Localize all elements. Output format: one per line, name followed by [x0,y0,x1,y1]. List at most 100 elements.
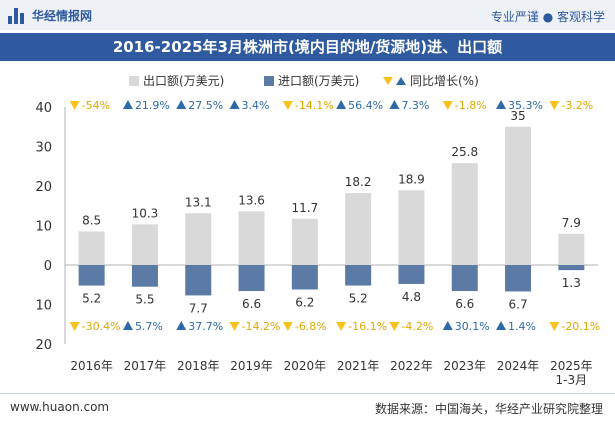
footer-source: 数据来源：中国海关，华经产业研究院整理 [374,402,603,416]
x-tick-label: 2020年 [284,359,327,373]
import-bar [451,265,478,292]
export-bar [291,218,318,265]
y-tick-label: 40 [35,101,52,116]
import-growth-down-triangle-icon [336,322,347,331]
export-bar [558,233,585,265]
legend-swatch-import [264,76,274,86]
export-growth-up-triangle-icon [496,100,507,109]
import-bar [558,265,585,271]
x-tick-label: 2021年 [337,359,380,373]
import-growth-down-triangle-icon [389,322,400,331]
export-bar [185,213,212,265]
import-bar [345,265,372,286]
chart-title: 2016-2025年3月株洲市(境内目的地/货源地)进、出口额 [0,33,615,61]
import-bar [131,265,158,287]
export-value-label: 8.5 [82,213,101,227]
import-growth-up-triangle-icon [496,321,507,330]
export-value-label: 25.8 [451,145,478,159]
export-growth-down-triangle-icon [69,101,80,110]
export-growth-down-triangle-icon [549,101,560,110]
export-value-label: 35 [510,109,525,123]
footer-url[interactable]: www.huaon.com [10,400,110,414]
export-bar [451,163,478,265]
export-bar [238,211,265,265]
y-tick-label: 30 [35,141,52,156]
legend-down-triangle-icon [383,77,393,85]
import-bar [78,265,105,286]
export-growth-down-triangle-icon [282,101,293,110]
x-tick-label: 2017年 [124,359,167,373]
footer-divider [0,393,615,394]
y-tick-label: 10 [35,299,52,314]
brand-tagline: 专业严谨 ● 客观科学 [490,10,605,24]
y-tick-label: 20 [35,180,52,195]
import-growth-up-triangle-icon [176,321,187,330]
import-value-label: 6.6 [242,297,261,311]
x-tick-label: 2019年 [230,359,273,373]
export-growth-label: 27.5% [188,99,223,112]
import-growth-label: -14.2% [242,320,281,333]
y-tick-label: 0 [44,259,52,274]
legend-label-export: 出口额(万美元) [143,74,224,88]
export-growth-up-triangle-icon [336,100,347,109]
import-growth-down-triangle-icon [229,322,240,331]
export-value-label: 18.9 [398,172,425,186]
import-value-label: 6.2 [295,295,314,309]
export-growth-up-triangle-icon [176,100,187,109]
import-value-label: 6.7 [509,297,528,311]
brand-logo[interactable]: 华经情报网 [8,7,92,24]
export-growth-label: -54% [82,99,110,112]
top-bar: 华经情报网 专业严谨 ● 客观科学 [0,0,615,30]
import-growth-label: 30.1% [455,320,490,333]
export-value-label: 13.1 [185,195,212,209]
export-bar [505,126,532,265]
brand-name: 华经情报网 [32,9,93,23]
import-value-label: 5.2 [349,292,368,306]
export-bar [345,193,372,265]
import-value-label: 4.8 [402,290,421,304]
export-value-label: 11.7 [291,201,318,215]
import-value-label: 6.6 [455,297,474,311]
export-growth-label: 3.4% [242,99,270,112]
import-value-label: 1.3 [562,276,581,290]
x-tick-label: 2022年 [390,359,433,373]
import-growth-down-triangle-icon [282,322,293,331]
legend-up-triangle-icon [396,77,406,85]
legend-swatch-export [129,76,139,86]
export-bar [398,190,425,265]
x-tick-label: 2016年 [70,359,113,373]
export-bar [131,224,158,265]
x-tick-label: 2023年 [443,359,486,373]
export-growth-up-triangle-icon [229,100,240,109]
export-growth-up-triangle-icon [389,100,400,109]
import-growth-label: -6.8% [295,320,327,333]
import-bar [398,265,425,284]
export-value-label: 13.6 [238,193,265,207]
import-growth-up-triangle-icon [122,321,133,330]
import-growth-down-triangle-icon [549,322,560,331]
import-value-label: 5.2 [82,292,101,306]
export-bar [78,231,105,265]
export-growth-down-triangle-icon [442,101,453,110]
export-growth-label: -14.1% [295,99,334,112]
import-growth-label: -30.4% [82,320,121,333]
import-growth-label: 1.4% [508,320,536,333]
export-growth-label: -3.2% [561,99,593,112]
legend-label-growth: 同比增长(%) [410,74,479,88]
import-bar [185,265,212,296]
import-growth-down-triangle-icon [69,322,80,331]
export-value-label: 10.3 [132,206,159,220]
export-growth-label: 56.4% [348,99,383,112]
x-tick-label: 1-3月 [556,373,588,387]
x-tick-label: 2025年 [550,359,593,373]
legend-label-import: 进口额(万美元) [278,74,359,88]
y-tick-label: 20 [35,338,52,353]
y-tick-label: 10 [35,220,52,235]
export-growth-label: 35.3% [508,99,543,112]
export-growth-label: -1.8% [455,99,487,112]
export-growth-label: 7.3% [401,99,429,112]
import-bar [238,265,265,292]
import-growth-label: -20.1% [561,320,600,333]
